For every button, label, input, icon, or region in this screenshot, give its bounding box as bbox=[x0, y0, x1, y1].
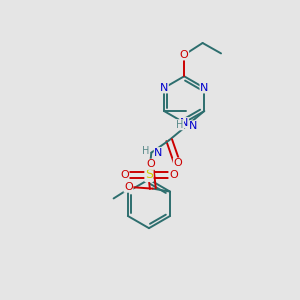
Text: N: N bbox=[189, 121, 197, 131]
Text: N: N bbox=[200, 83, 208, 93]
Text: S: S bbox=[145, 169, 153, 182]
Text: H: H bbox=[142, 146, 149, 156]
Text: O: O bbox=[173, 158, 182, 168]
Text: N: N bbox=[180, 118, 188, 128]
Text: O: O bbox=[146, 159, 155, 169]
Text: N: N bbox=[160, 83, 168, 93]
Text: H: H bbox=[176, 120, 184, 130]
Text: O: O bbox=[120, 170, 129, 180]
Text: O: O bbox=[124, 182, 133, 192]
Text: O: O bbox=[180, 50, 189, 60]
Text: O: O bbox=[169, 170, 178, 180]
Text: N: N bbox=[154, 148, 163, 158]
